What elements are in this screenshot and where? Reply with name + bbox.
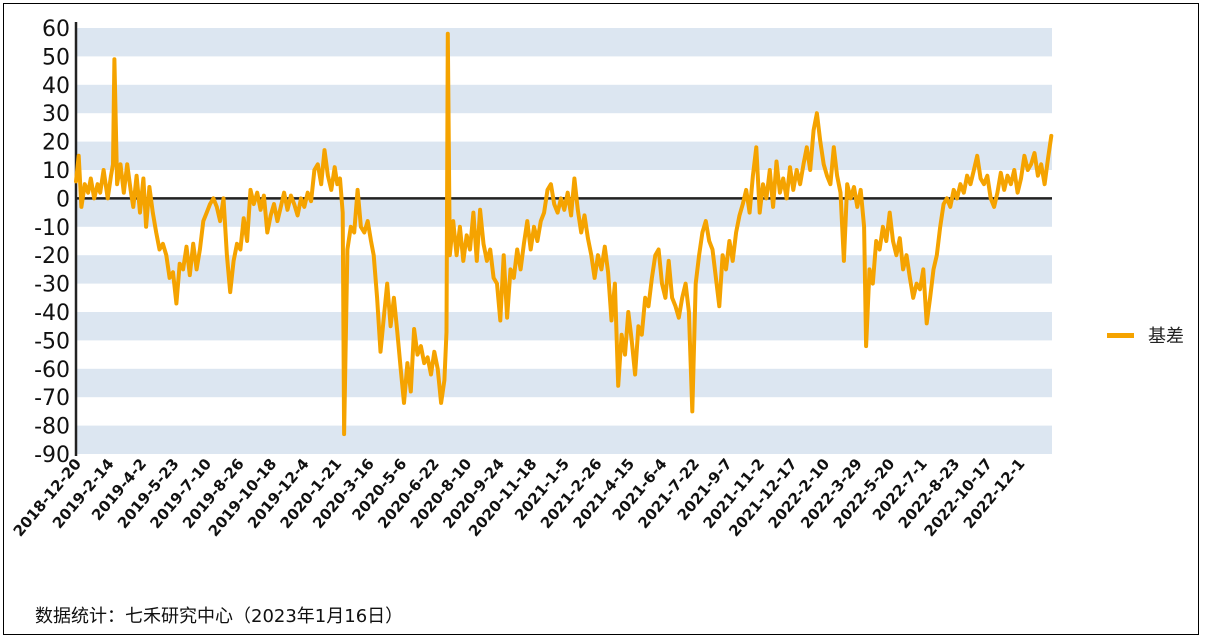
- y-tick-label: 0: [56, 187, 70, 212]
- grid-band: [76, 141, 1052, 170]
- grid-band: [76, 28, 1052, 57]
- grid-band: [76, 368, 1052, 398]
- y-tick-label: 50: [42, 45, 70, 70]
- y-tick-label: -90: [34, 443, 70, 468]
- legend-label-basis: 基差: [1148, 326, 1184, 347]
- grid-band: [76, 255, 1052, 284]
- legend: 基差: [1107, 322, 1184, 348]
- legend-swatch-basis: [1107, 332, 1134, 338]
- y-tick-label: 40: [42, 74, 70, 99]
- y-tick-label: -60: [34, 358, 70, 383]
- y-tick-label: 10: [42, 159, 70, 184]
- y-tick-label: -20: [34, 244, 70, 269]
- y-tick-label: -80: [34, 415, 70, 440]
- grid-band: [76, 312, 1052, 341]
- y-tick-label: -30: [34, 273, 70, 298]
- basis-line-chart: 60 50 40 30 20 10 0 -10 -20 -30 -40 -50 -60 -70 -80 -90…: [10, 17, 1054, 540]
- grid-band: [76, 84, 1052, 114]
- y-axis-ticks: 60 50 40 30 20 10 0 -10 -20 -30 -40 -50 -60 -70 -80 -90: [34, 17, 70, 468]
- y-tick-label: 30: [42, 102, 70, 127]
- y-tick-label: -70: [34, 386, 70, 411]
- y-tick-label: -50: [34, 329, 70, 354]
- y-tick-label: 60: [42, 17, 70, 42]
- grid-band: [76, 425, 1052, 454]
- grid-bands: [76, 28, 1052, 454]
- series-group: [74, 31, 1054, 437]
- series-line-basis: [74, 31, 1054, 437]
- source-note: 数据统计：七禾研究中心（2023年1月16日）: [35, 606, 404, 627]
- y-tick-label: -40: [34, 301, 70, 326]
- x-axis-ticks: 2018-12-202019-2-142019-4-22019-5-232019…: [10, 455, 1029, 540]
- y-tick-label: 20: [42, 131, 70, 156]
- chart-frame: 60 50 40 30 20 10 0 -10 -20 -30 -40 -50 -60 -70 -80 -90…: [3, 3, 1199, 635]
- y-tick-label: -10: [34, 216, 70, 241]
